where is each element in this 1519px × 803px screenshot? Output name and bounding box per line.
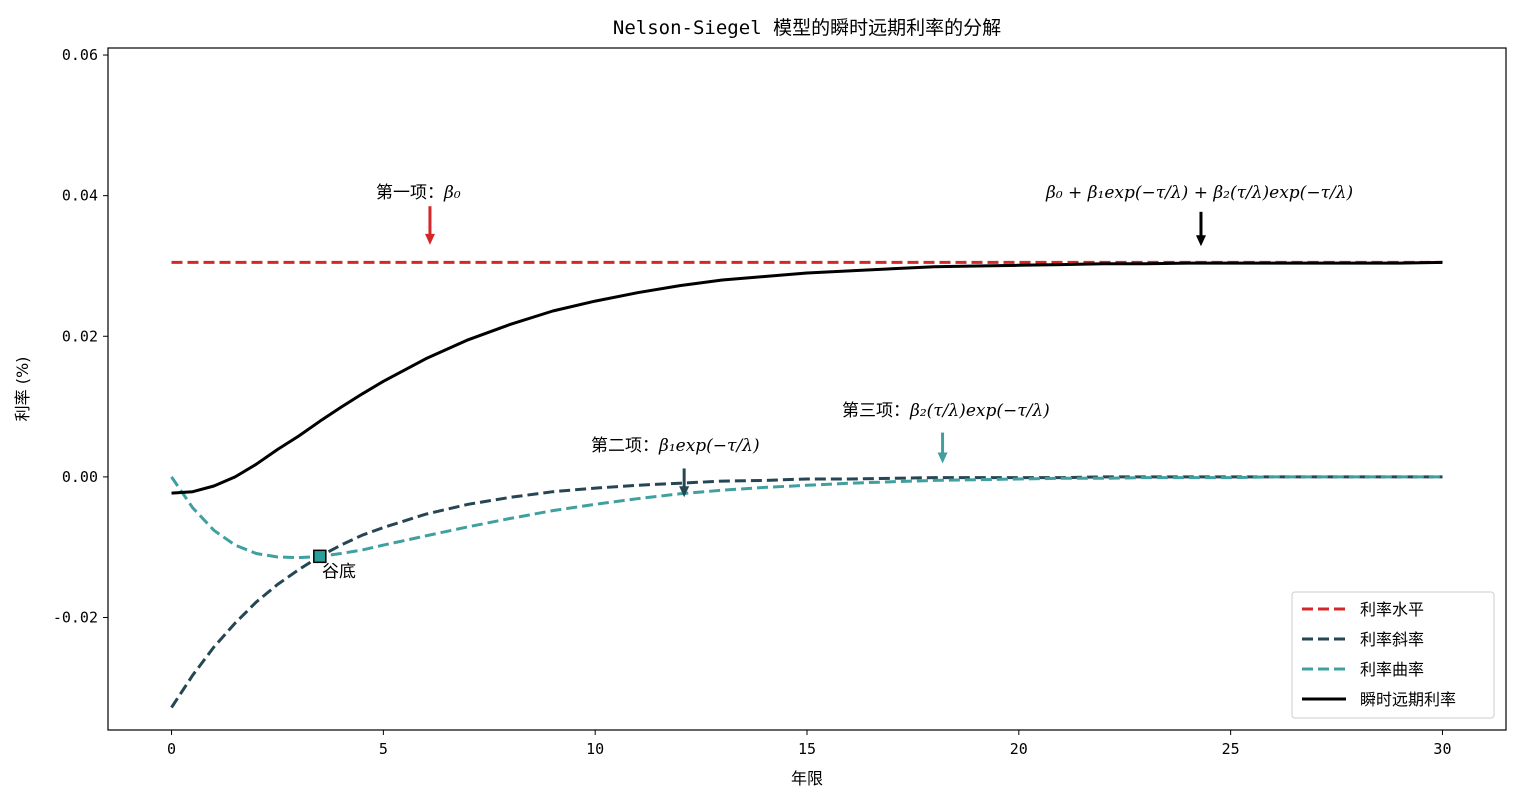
x-tick-label: 25 [1222, 740, 1240, 758]
annotation-total: β₀ + β₁exp(−τ/λ) + β₂(τ/λ)exp(−τ/λ) [1045, 183, 1353, 203]
series-slope-line [170, 475, 1443, 709]
x-axis-label: 年限 [791, 769, 823, 788]
series-layer [170, 260, 1443, 709]
x-tick-label: 0 [167, 740, 176, 758]
annotation-second-term-math: β₁exp(−τ/λ) [658, 436, 760, 456]
x-tick-label: 5 [379, 740, 388, 758]
annotation-total-math: β₀ + β₁exp(−τ/λ) + β₂(τ/λ)exp(−τ/λ) [1045, 183, 1353, 203]
legend-label-curvature: 利率曲率 [1360, 660, 1424, 679]
chart-title: Nelson-Siegel 模型的瞬时远期利率的分解 [613, 17, 1001, 39]
series-forward-rate-line [171, 260, 1443, 495]
legend: 利率水平 利率斜率 利率曲率 瞬时远期利率 [1291, 591, 1495, 719]
annotation-first-term-math: β₀ [443, 183, 461, 203]
annotation-third-term: 第三项：β₂(τ/λ)exp(−τ/λ) [842, 401, 1050, 421]
legend-label-forward-rate: 瞬时远期利率 [1360, 690, 1456, 709]
x-tick-label: 15 [798, 740, 816, 758]
y-tick-label: 0.04 [62, 187, 98, 205]
annotation-third-term-math: β₂(τ/λ)exp(−τ/λ) [909, 401, 1050, 421]
x-axis: 0 5 10 15 20 25 30 [167, 730, 1451, 758]
trough-label: 谷底 [322, 562, 356, 582]
annotation-second-term: 第二项：β₁exp(−τ/λ) [591, 436, 760, 456]
y-tick-label: 0.00 [62, 468, 98, 486]
annotation-total-arrow [1195, 211, 1206, 247]
annotation-first-term: 第一项：β₀ [376, 183, 461, 203]
y-tick-label: -0.02 [53, 609, 98, 627]
legend-label-level: 利率水平 [1360, 600, 1424, 619]
y-tick-label: 0.06 [62, 46, 98, 64]
y-axis: -0.02 0.00 0.02 0.04 0.06 [53, 46, 108, 627]
trough-marker [313, 549, 327, 564]
legend-label-slope: 利率斜率 [1360, 630, 1424, 649]
x-tick-label: 30 [1433, 740, 1451, 758]
y-axis-label: 利率 (%) [13, 357, 32, 422]
x-tick-label: 10 [586, 740, 604, 758]
legend-box [1291, 591, 1495, 719]
annotation-layer [424, 206, 1206, 498]
annotation-first-term-arrow [424, 206, 435, 245]
y-tick-label: 0.02 [62, 327, 98, 345]
series-curvature-line [170, 475, 1443, 560]
annotation-third-term-label: 第三项： [842, 401, 910, 421]
annotation-first-term-label: 第一项： [376, 183, 444, 203]
annotation-second-term-arrow [679, 468, 690, 498]
annotation-second-term-label: 第二项： [591, 436, 659, 456]
annotation-third-term-arrow [937, 432, 948, 464]
x-tick-label: 20 [1010, 740, 1028, 758]
